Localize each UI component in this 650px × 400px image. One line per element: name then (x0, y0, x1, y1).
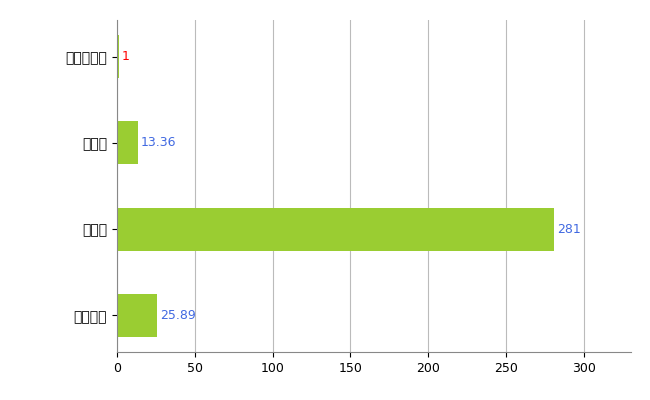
Bar (117, 208, 554, 251)
Bar (117, 121, 138, 164)
Text: 281: 281 (557, 223, 581, 236)
Text: 1: 1 (122, 50, 129, 63)
Text: 13.36: 13.36 (141, 136, 176, 149)
Text: 25.89: 25.89 (161, 309, 196, 322)
Bar (117, 35, 118, 78)
Bar (117, 294, 157, 337)
